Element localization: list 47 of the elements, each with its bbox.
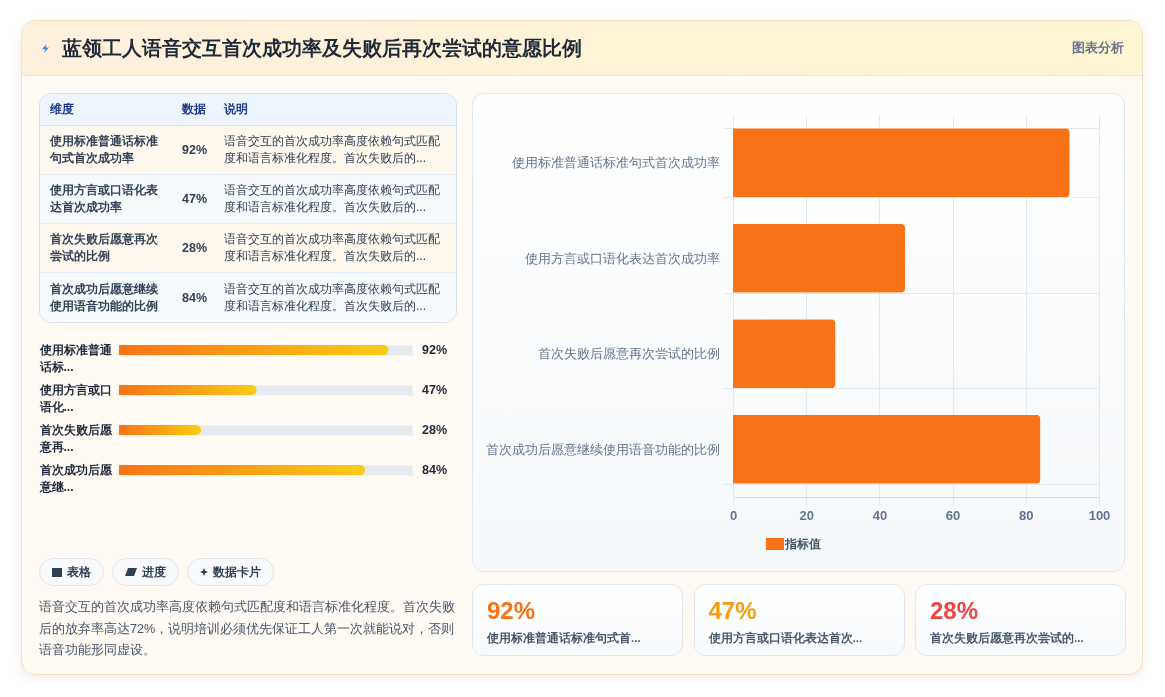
pill-button: 进度 (112, 558, 179, 586)
y-tick-label: 首次成功后愿意继续使用语音功能的比例 (485, 441, 720, 457)
y-tick-label: 首次失败后愿意再... (38, 423, 113, 454)
bar (733, 414, 1041, 484)
data-label: 28% (422, 423, 448, 437)
text: 语音交互的首次成功率高度依赖句式匹配度和语言标准化程度。首次失败后的... (224, 281, 440, 313)
data-label: 84% (422, 463, 448, 477)
text: 28% (182, 241, 208, 255)
x-tick-label: 0 (729, 507, 738, 523)
text: 语音交互的首次成功率高度依赖句式匹配度和语言标准化程度。首次失败后的... (224, 232, 440, 263)
y-tick-label: 首次成功后愿意继... (38, 463, 113, 494)
y-tick-label: 使用方言或口语化表达首次成功率 (524, 250, 720, 266)
x-tick-label: 100 (1088, 507, 1111, 523)
y-tick-label: 使用标准普通话标... (38, 343, 113, 374)
x-tick-label: 40 (872, 507, 888, 523)
bar (733, 128, 1070, 198)
text: 84% (182, 290, 208, 305)
data-label: 92% (422, 343, 448, 357)
x-tick-label: 20 (799, 507, 814, 523)
bar (733, 223, 906, 293)
y-tick-label: 使用方言或口语化... (38, 383, 112, 414)
text: 蓝领工人语音交互首次成功率及失败后再次尝试的意愿比例 (62, 36, 582, 60)
y-tick-label: 首次失败后愿意再次尝试的比例 (537, 346, 720, 362)
text: 语音交互的首次成功率高度依赖句式匹配度和语言标准化程度。首次失败后的放弃率高达72%，说明培训必须优先保证工人第一次就能说对，否则语音功能形同虚设。 (39, 599, 456, 659)
text: 92% (487, 597, 536, 624)
bar (733, 319, 836, 389)
x-tick-label: 80 (1019, 507, 1034, 523)
legend-label: 指标值 (784, 537, 821, 551)
category-label: 使用方言或口语化表达首次... (708, 631, 864, 645)
text: 语音交互的首次成功率高度依赖句式匹配度和语言标准化程度。首次失败后的... (224, 183, 440, 214)
text: 28% (930, 597, 979, 624)
bar (119, 425, 202, 435)
text: 说明 (224, 102, 248, 116)
pill-button: 表格 (39, 558, 104, 586)
text: 维度 (50, 102, 74, 116)
pill-button: 数据卡片 (187, 558, 274, 586)
x-tick-label: 60 (945, 507, 961, 523)
text: 图表分析 (1072, 40, 1124, 56)
text: 47% (182, 192, 208, 206)
text: 47% (708, 597, 757, 624)
text: 92% (182, 143, 208, 157)
category-label: 首次失败后愿意再次尝试的... (930, 631, 1085, 645)
text: 语音交互的首次成功率高度依赖句式匹配度和语言标准化程度。首次失败后的... (224, 134, 440, 165)
data-label: 47% (422, 383, 448, 397)
y-tick-label: 使用标准普通话标准句式首次成功率 (511, 155, 720, 171)
category-label: 使用标准普通话标准句式首... (487, 631, 642, 645)
text: 数据 (182, 102, 206, 116)
